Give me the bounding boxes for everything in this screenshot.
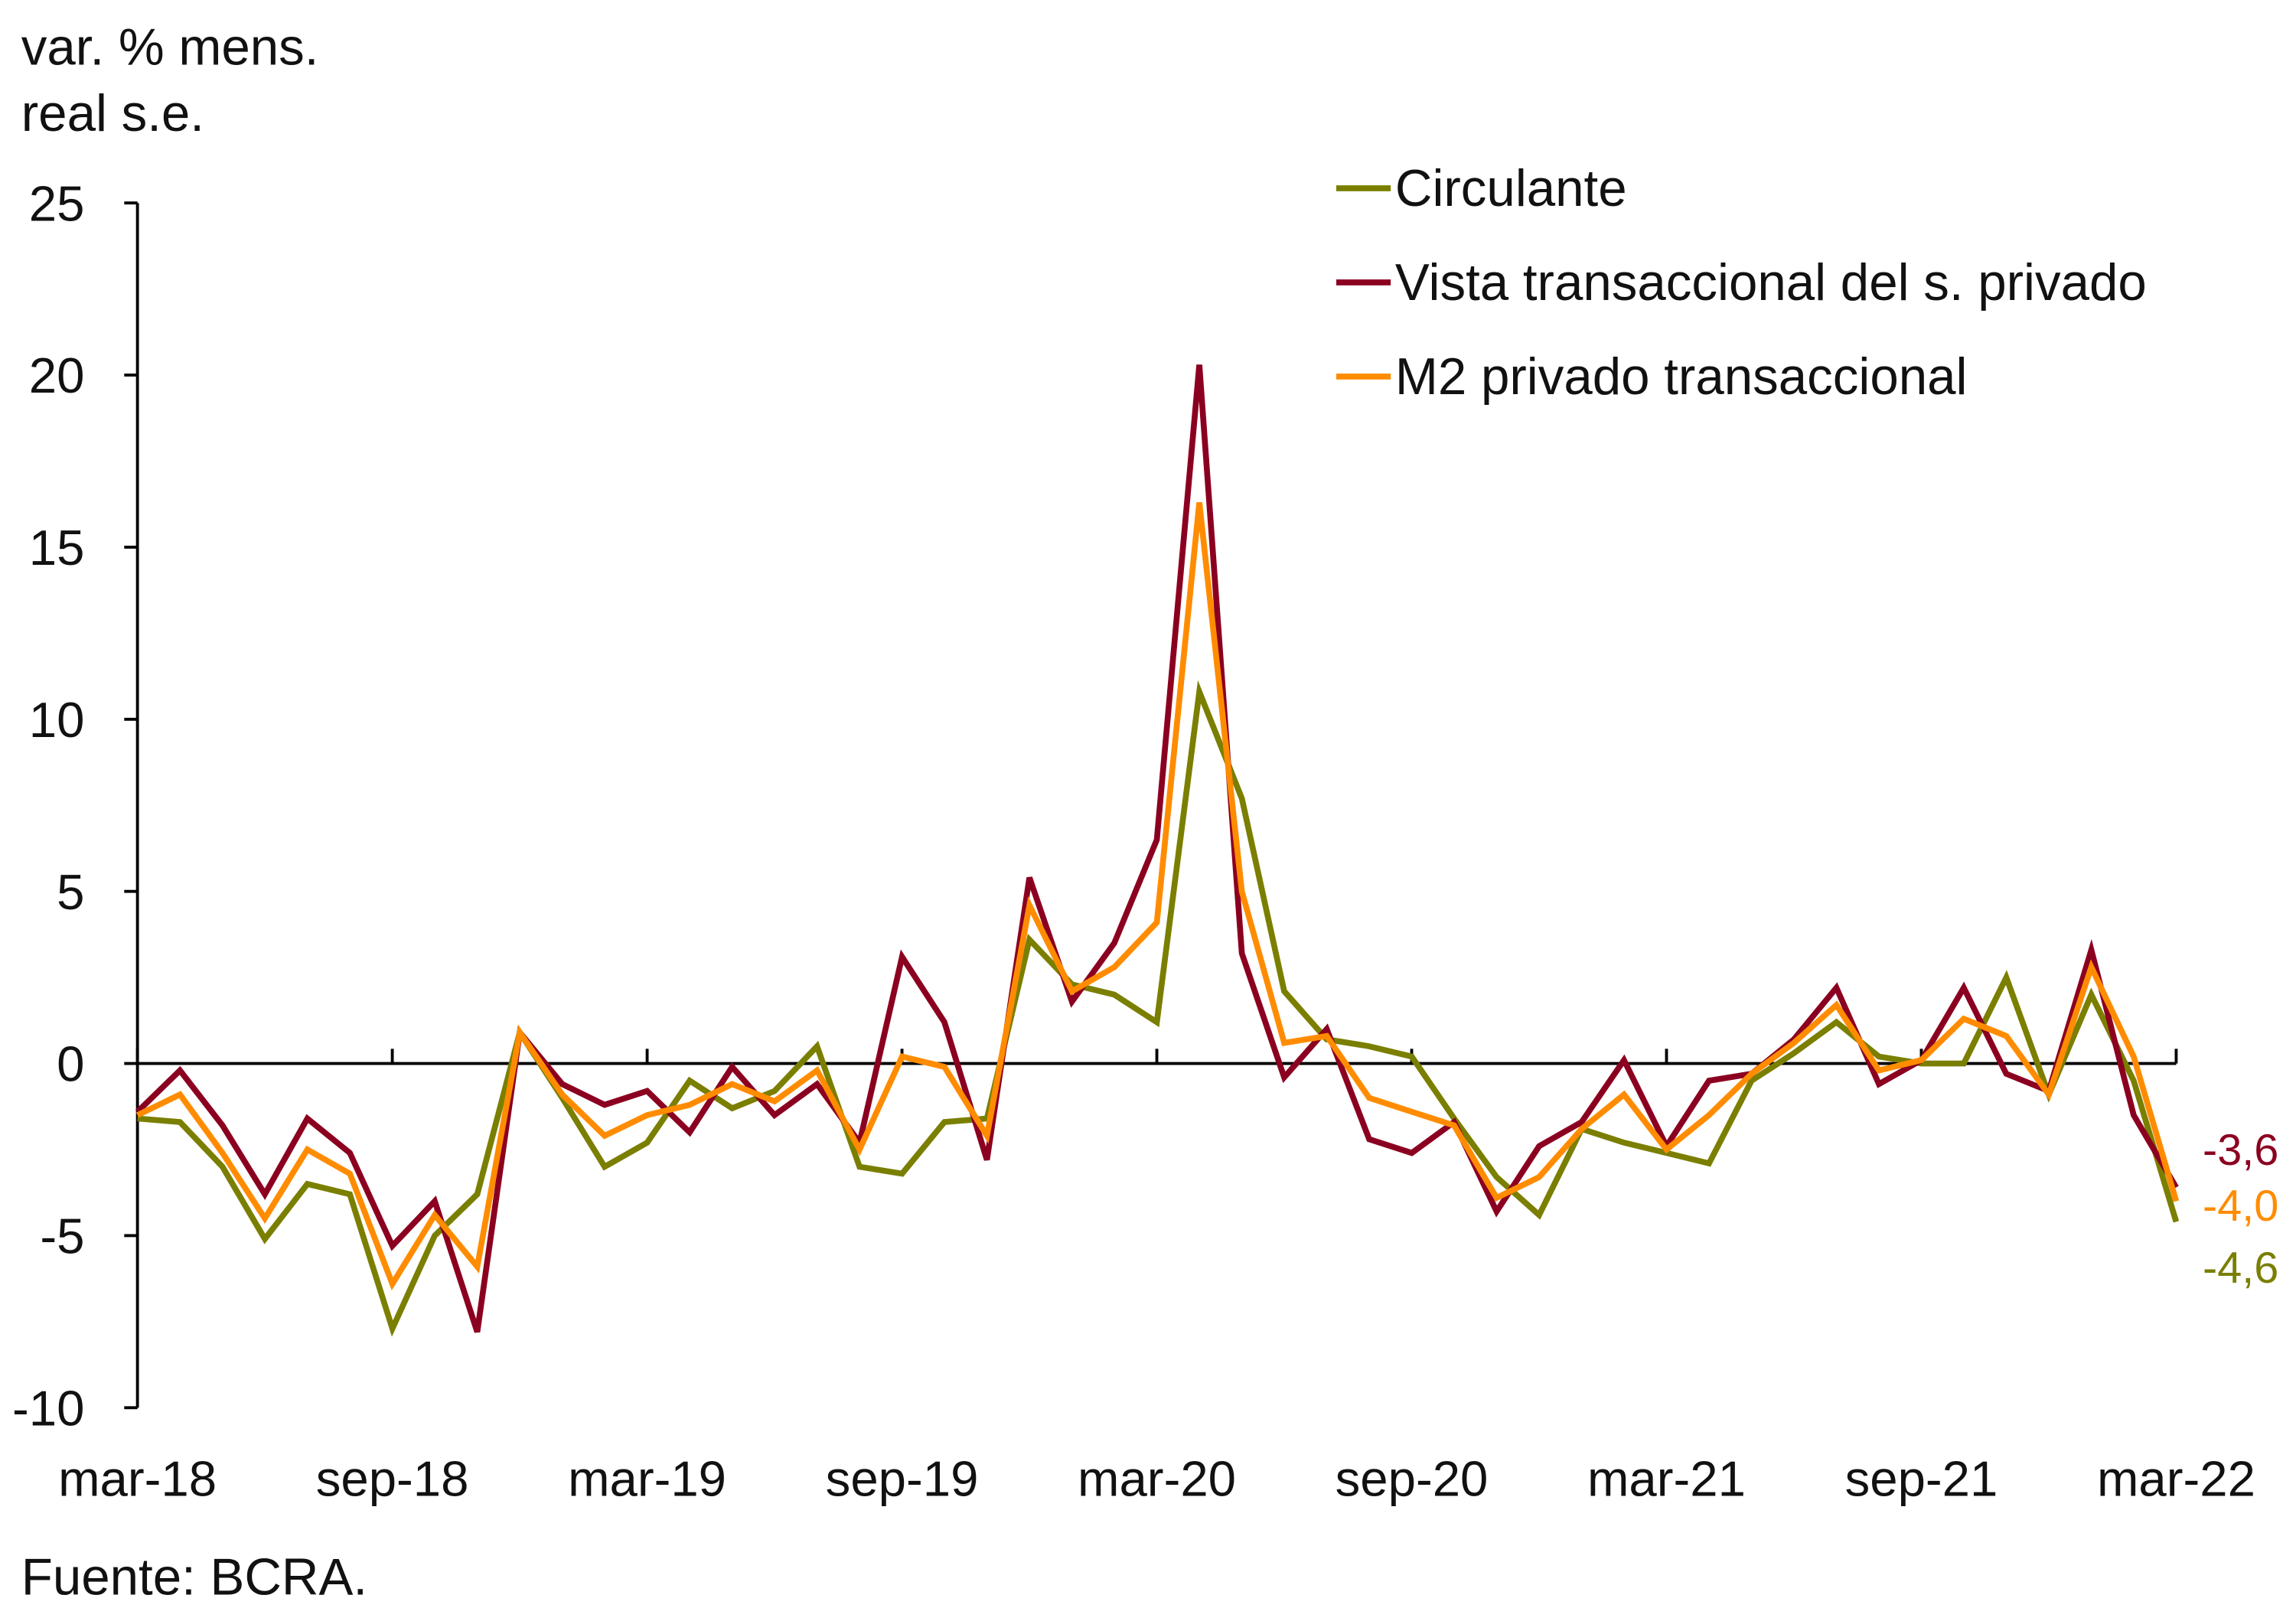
x-tick-label: mar-22 (2097, 1451, 2255, 1507)
x-tick-label: sep-21 (1845, 1451, 1998, 1507)
y-tick-label: 15 (29, 520, 85, 576)
y-tick-label: -10 (12, 1380, 84, 1436)
x-tick-label: mar-21 (1587, 1451, 1746, 1507)
axes: 25 20 15 10 5 0 -5 -10 mar-18 sep-18 mar-19 sep-19 m… (12, 175, 2255, 1506)
series-line-0 (137, 680, 2180, 1337)
y-tick-label: 10 (29, 692, 85, 748)
legend-label: M2 privado transaccional (1395, 348, 1968, 406)
y-tick-label: 5 (57, 864, 84, 920)
x-tick-label: mar-20 (1078, 1451, 1236, 1507)
legend-label: Vista transaccional del s. privado (1395, 254, 2147, 311)
y-tick-label: 25 (29, 175, 85, 231)
legend: Circulante Vista transaccional del s. pri… (1336, 160, 2147, 406)
end-value-label: -3,6 (2203, 1126, 2278, 1175)
end-value-label: -4,6 (2203, 1244, 2278, 1293)
y-tick-label: 0 (57, 1036, 84, 1092)
x-tick-label: mar-18 (58, 1451, 217, 1507)
series-lines (135, 364, 2180, 1337)
end-labels: -4,6 -3,6 -4,0 (2203, 1126, 2278, 1293)
legend-label: Circulante (1395, 160, 1627, 217)
y-axis-label-line-1: var. % mens. (21, 19, 319, 77)
series-line-1 (135, 364, 2179, 1333)
x-tick-label: sep-18 (316, 1451, 469, 1507)
source-note: Fuente: BCRA. (21, 1548, 367, 1606)
x-tick-label: sep-20 (1336, 1451, 1489, 1507)
x-tick-label: sep-19 (826, 1451, 979, 1507)
end-value-label: -4,0 (2203, 1182, 2278, 1231)
y-axis-label-line-2: real s.e. (21, 85, 204, 142)
y-tick-label: -5 (40, 1208, 84, 1264)
y-tick-label: 20 (29, 347, 85, 403)
x-tick-label: mar-19 (568, 1451, 726, 1507)
series-line-2 (135, 502, 2180, 1291)
